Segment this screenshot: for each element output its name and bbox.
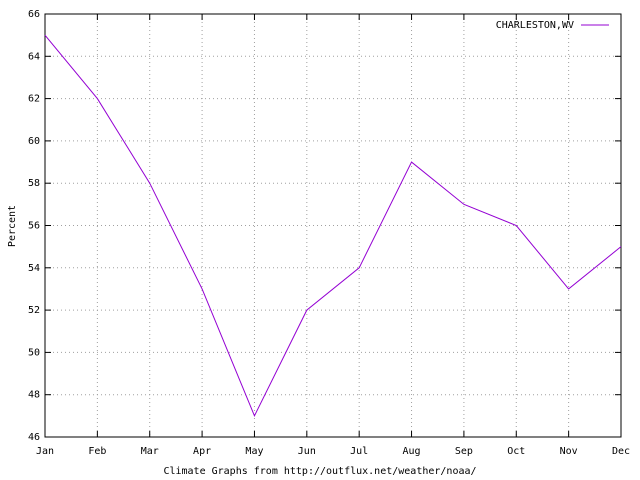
y-axis-label: Percent bbox=[7, 205, 18, 247]
x-tick-label: Apr bbox=[193, 446, 211, 457]
y-tick-label: 66 bbox=[28, 9, 40, 20]
y-tick-label: 56 bbox=[28, 221, 40, 232]
x-tick-label: Dec bbox=[612, 446, 630, 457]
x-tick-label: May bbox=[245, 446, 263, 457]
y-tick-label: 48 bbox=[28, 390, 40, 401]
y-tick-label: 60 bbox=[28, 136, 40, 147]
legend-label: CHARLESTON,WV bbox=[496, 20, 574, 31]
x-tick-label: Oct bbox=[507, 446, 525, 457]
plot-border bbox=[44, 13, 622, 438]
data-line bbox=[44, 34, 622, 418]
x-tick-label: Feb bbox=[88, 446, 106, 457]
y-tick-label: 58 bbox=[28, 178, 40, 189]
y-tick-label: 64 bbox=[28, 51, 40, 62]
y-tick-label: 50 bbox=[28, 347, 40, 358]
x-tick-label: Jun bbox=[298, 446, 316, 457]
y-tick-label: 54 bbox=[28, 263, 40, 274]
x-tick-label: Jan bbox=[36, 446, 54, 457]
y-tick-label: 46 bbox=[28, 432, 40, 443]
x-tick-label: Aug bbox=[403, 446, 421, 457]
x-tick-label: Mar bbox=[141, 446, 159, 457]
x-tick-label: Nov bbox=[560, 446, 578, 457]
x-tick-label: Jul bbox=[350, 446, 368, 457]
x-axis-label: Climate Graphs from http://outflux.net/w… bbox=[163, 466, 476, 477]
y-tick-label: 52 bbox=[28, 305, 40, 316]
y-tick-label: 62 bbox=[28, 94, 40, 105]
x-tick-label: Sep bbox=[455, 446, 473, 457]
